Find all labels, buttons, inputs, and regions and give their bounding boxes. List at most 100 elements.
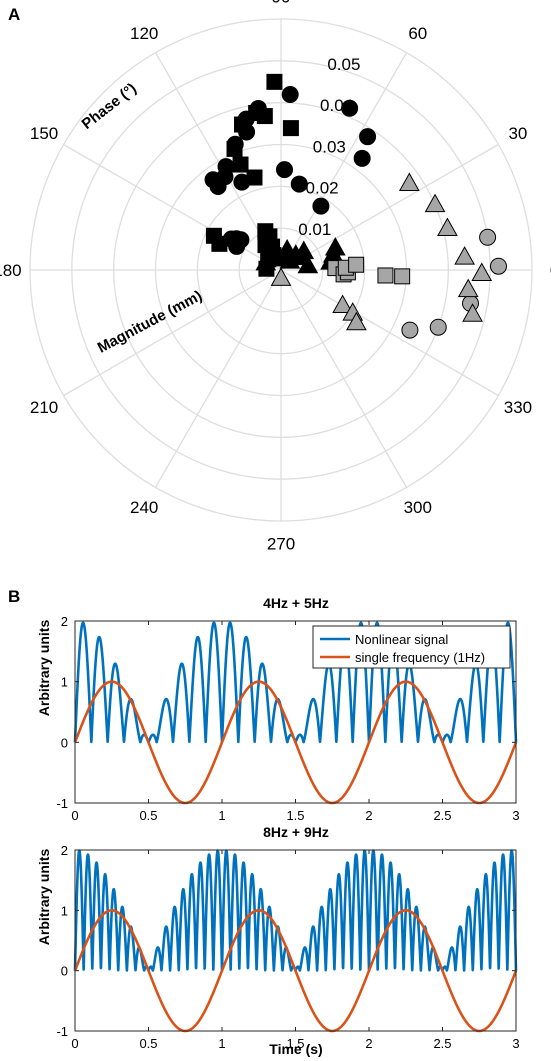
- gray-circle-marker: [490, 257, 508, 275]
- x-tick-label: 2: [365, 1036, 372, 1051]
- x-tick-label: 2.5: [433, 808, 451, 823]
- x-axis-label-2: Time (s): [269, 1041, 322, 1057]
- series-line-1-1: [73, 680, 518, 805]
- polar-grid: [29, 18, 533, 522]
- angle-tick-label: 270: [267, 535, 295, 554]
- y-tick-label: 0: [61, 964, 68, 979]
- black-circle-marker: [359, 128, 377, 146]
- x-tick-label: 0.5: [139, 808, 157, 823]
- polar-markers: [204, 73, 508, 339]
- black-triangle-marker: [255, 251, 277, 271]
- plot-area-2: [75, 850, 516, 1031]
- y-tick-label: 2: [61, 843, 68, 858]
- gray-square-marker: [394, 268, 411, 285]
- polar-plot: 0 30 60 90 120 150 180 210 240 270 300 330 0.01 0.02 0…: [0, 0, 551, 554]
- x-tick-label: 0: [71, 1036, 78, 1051]
- polar-grid-spoke: [280, 52, 408, 271]
- panel-b-letter: B: [8, 587, 20, 606]
- black-square-marker: [234, 116, 251, 133]
- black-circle-marker: [276, 161, 294, 179]
- gray-circle-marker: [479, 228, 497, 246]
- radius-tick-label: 0.01: [298, 220, 331, 239]
- x-tick-label: 2.5: [433, 1036, 451, 1051]
- gray-circle-marker: [429, 318, 447, 336]
- angle-tick-label: 330: [504, 398, 532, 417]
- black-triangle-marker: [279, 250, 301, 269]
- polar-grid-spoke: [280, 269, 408, 488]
- black-circle-marker: [353, 149, 371, 167]
- gray-square-marker: [348, 256, 365, 273]
- y-tick-label: 1: [61, 675, 68, 690]
- black-square-marker: [232, 156, 249, 173]
- y-tick-label: 0: [61, 735, 68, 750]
- gray-triangle-marker: [454, 246, 475, 265]
- angle-tick-label: 60: [408, 24, 427, 43]
- legend-box: [312, 625, 511, 669]
- legend-entry: single frequency (1Hz): [355, 650, 485, 665]
- radius-tick-label: 0.05: [327, 55, 360, 74]
- angle-tick-label: 120: [130, 24, 158, 43]
- black-circle-marker: [204, 171, 222, 189]
- black-square-marker: [266, 73, 283, 90]
- plot-title-2: 8Hz + 9Hz: [263, 824, 329, 840]
- polar-grid-spoke: [154, 269, 282, 488]
- gray-triangle-marker: [398, 172, 420, 191]
- black-square-marker: [226, 140, 243, 157]
- line-plot-4hz-5hz: 4Hz + 5Hz Arbitrary units 0 0.5 1 1.5 2 2.5 3 -…: [36, 595, 520, 823]
- angle-tick-label: 150: [30, 124, 58, 143]
- gray-triangle-marker: [332, 294, 353, 314]
- y-tick-label: 2: [61, 614, 68, 629]
- angle-tick-label: 90: [272, 0, 291, 6]
- angle-tick-label: 0: [550, 261, 551, 280]
- x-tick-label: 2: [365, 808, 372, 823]
- x-tick-label: 1: [218, 808, 225, 823]
- angle-tick-label: 210: [30, 398, 58, 417]
- y-tick-label: -1: [56, 1024, 68, 1039]
- gray-triangle-marker: [457, 278, 479, 298]
- black-square-marker: [256, 108, 273, 125]
- polar-grid-spoke: [280, 269, 499, 397]
- black-square-marker: [211, 235, 228, 252]
- series-line-2-1: [73, 909, 518, 1033]
- angle-tick-label: 300: [404, 498, 432, 517]
- black-circle-marker: [228, 237, 246, 255]
- x-tick-label: 3: [512, 808, 519, 823]
- polar-tick-labels: 0 30 60 90 120 150 180 210 240 270 300 330 0.01 0.02 0…: [0, 0, 551, 554]
- y-axis-label-1: Arbitrary units: [36, 620, 52, 717]
- black-square-marker: [282, 120, 299, 137]
- y-tick-label: -1: [56, 796, 68, 811]
- black-circle-marker: [312, 197, 330, 215]
- black-circle-marker: [290, 175, 308, 193]
- y-tick-label: 1: [61, 903, 68, 918]
- x-tick-label: 1: [218, 1036, 225, 1051]
- gray-triangle-marker: [471, 262, 493, 282]
- polar-grid-spoke: [63, 143, 282, 271]
- radius-tick-label: 0.02: [306, 179, 339, 198]
- gray-triangle-marker: [270, 267, 292, 286]
- gray-triangle-marker: [462, 303, 483, 322]
- gray-triangle-marker: [424, 193, 446, 213]
- radius-tick-label: 0.03: [313, 137, 346, 156]
- black-triangle-marker: [297, 254, 319, 274]
- x-tick-label: 0: [71, 808, 78, 823]
- black-circle-marker: [341, 99, 359, 117]
- x-tick-label: 0.5: [139, 1036, 157, 1051]
- angle-tick-label: 180: [0, 261, 22, 280]
- black-circle-marker: [281, 86, 299, 104]
- gray-square-marker: [377, 267, 394, 284]
- y-axis-label-2: Arbitrary units: [36, 849, 52, 946]
- gray-triangle-marker: [346, 311, 367, 331]
- polar-grid-spoke: [280, 143, 499, 271]
- x-tick-label: 1.5: [286, 808, 304, 823]
- black-square-marker: [246, 169, 263, 186]
- gray-circle-marker: [401, 321, 419, 339]
- polar-grid-spoke: [63, 269, 282, 397]
- line-plot-8hz-9hz: 8Hz + 9Hz Arbitrary units Time (s) 0 0.5 1…: [36, 824, 520, 1057]
- legend-entry: Nonlinear signal: [355, 632, 448, 647]
- angle-tick-label: 30: [508, 124, 527, 143]
- x-tick-label: 1.5: [286, 1036, 304, 1051]
- x-tick-label: 3: [512, 1036, 519, 1051]
- gray-triangle-marker: [437, 217, 458, 237]
- plot-title-1: 4Hz + 5Hz: [263, 595, 329, 611]
- angle-tick-label: 240: [130, 498, 158, 517]
